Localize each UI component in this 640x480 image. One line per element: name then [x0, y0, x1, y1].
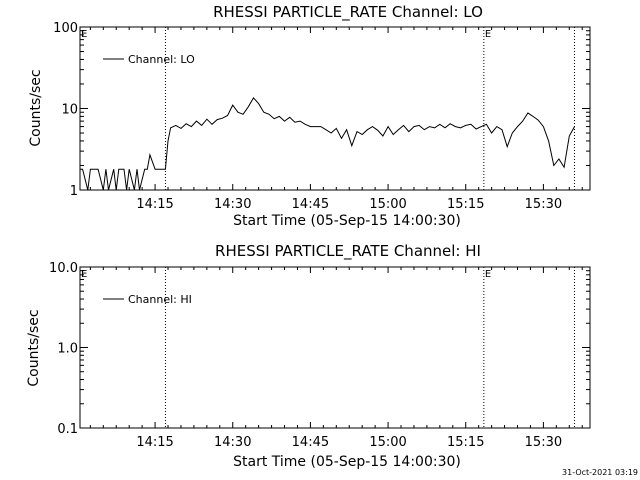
- tick-layer: 14:15 14:30 14:45 15:00 15:15 15:30 0.1 1.0 10.0: [49, 261, 590, 450]
- x-axis-label: Start Time (05-Sep-15 14:00:30): [233, 454, 461, 470]
- chart-title: RHESSI PARTICLE_RATE Channel: HI: [215, 242, 481, 261]
- marker-layer: E: [164, 27, 575, 190]
- series-line-0: [80, 97, 575, 191]
- x-tick-label: 14:15: [136, 435, 173, 450]
- x-tick-label: 14:30: [214, 435, 251, 450]
- y-axis-label: Counts/sec: [26, 309, 42, 386]
- chart-title: RHESSI PARTICLE_RATE Channel: LO: [213, 3, 483, 22]
- footer-timestamp: 31-Oct-2021 03:19: [562, 468, 638, 477]
- y-tick-label: 10: [61, 103, 78, 118]
- x-axis-label: Start Time (05-Sep-15 14:00:30): [233, 213, 461, 229]
- legend-entry: Channel: LO: [128, 53, 195, 66]
- plot-frame: [79, 26, 591, 191]
- legend-entry: Channel: HI: [128, 293, 192, 306]
- y-tick-label: 1.0: [57, 342, 78, 357]
- series-layer: [80, 97, 575, 191]
- x-tick-label: 14:30: [214, 197, 251, 212]
- x-tick-label: 15:00: [369, 197, 406, 212]
- edge-label: E: [81, 269, 87, 280]
- y-axis-label: Counts/sec: [28, 69, 44, 146]
- y-tick-label: 100: [53, 21, 78, 36]
- y-tick-label: 1: [70, 184, 78, 199]
- x-tick-label: 15:30: [525, 435, 562, 450]
- chart-panel-hi: RHESSI PARTICLE_RATE Channel: HI Counts/…: [26, 242, 591, 470]
- x-tick-label: 14:15: [136, 197, 173, 212]
- x-tick-label: 14:45: [292, 197, 329, 212]
- chart-panel-lo: RHESSI PARTICLE_RATE Channel: LO Counts/…: [28, 3, 591, 229]
- edge-label: E: [81, 29, 87, 40]
- x-tick-label: 15:30: [525, 197, 562, 212]
- event-marker-label: E: [485, 29, 491, 40]
- marker-layer: E: [164, 267, 575, 428]
- y-tick-label: 0.1: [57, 422, 78, 437]
- event-marker-label: E: [485, 269, 491, 280]
- plot-frame: [79, 266, 591, 429]
- x-tick-label: 15:15: [447, 435, 484, 450]
- x-tick-label: 15:15: [447, 197, 484, 212]
- x-tick-label: 14:45: [292, 435, 329, 450]
- x-tick-label: 15:00: [369, 435, 406, 450]
- tick-layer: 14:15 14:30 14:45 15:00 15:15 15:30 1 10 100: [53, 21, 590, 212]
- y-tick-label: 10.0: [49, 261, 78, 276]
